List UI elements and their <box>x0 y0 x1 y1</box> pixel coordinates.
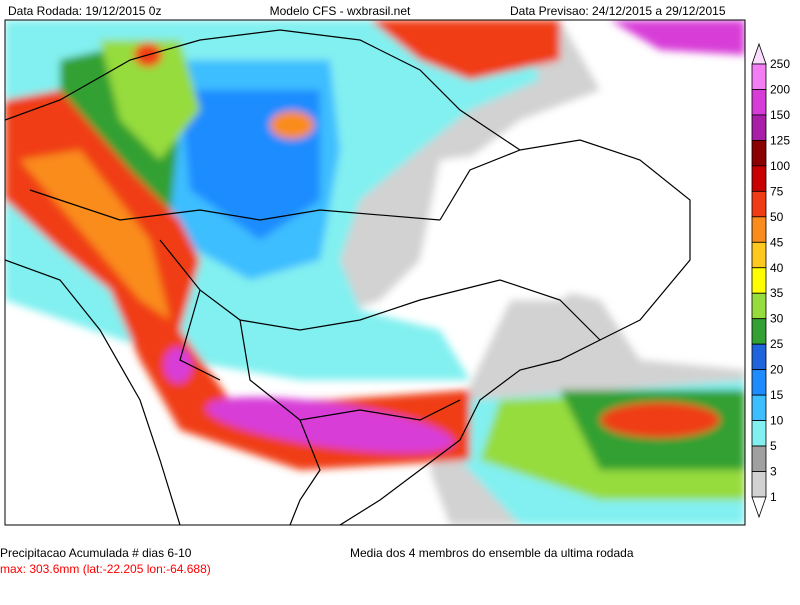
colorbar-label: 30 <box>770 312 784 326</box>
colorbar-label: 10 <box>770 414 784 428</box>
colorbar-label: 15 <box>770 388 784 402</box>
forecast-date: Data Previsao: 24/12/2015 a 29/12/2015 <box>510 4 726 18</box>
colorbar-segment <box>751 114 767 141</box>
colorbar-label: 25 <box>770 337 784 351</box>
colorbar-segment <box>751 190 767 218</box>
colorbar-segment <box>751 267 767 294</box>
colorbar: 250 200 150 125 100 75 50 45 40 35 30 25 20 15 10 5 3 1 <box>751 42 790 519</box>
colorbar-segment <box>751 394 767 421</box>
model-name: Modelo CFS - wxbrasil.net <box>270 4 411 18</box>
colorbar-cap <box>751 496 767 519</box>
colorbar-label: 1 <box>770 490 777 504</box>
colorbar-label: 125 <box>770 133 790 147</box>
colorbar-segment <box>751 471 767 498</box>
precip-areas <box>5 20 745 525</box>
colorbar-segment <box>751 89 767 116</box>
colorbar-segment <box>751 343 767 371</box>
footer-title: Precipitacao Acumulada # dias 6-10 <box>0 546 192 560</box>
colorbar-label: 250 <box>770 57 790 71</box>
colorbar-label: 45 <box>770 235 784 249</box>
colorbar-label: 50 <box>770 210 784 224</box>
colorbar-segment <box>751 216 767 243</box>
colorbar-segment <box>751 318 767 345</box>
colorbar-cap <box>751 42 767 65</box>
colorbar-label: 5 <box>770 439 777 453</box>
colorbar-label: 3 <box>770 465 777 479</box>
footer-note: Media dos 4 membros do ensemble da ultim… <box>350 546 634 560</box>
colorbar-label: 100 <box>770 159 790 173</box>
colorbar-segment <box>751 292 767 320</box>
footer-max: max: 303.6mm (lat:-22.205 lon:-64.688) <box>0 562 211 576</box>
colorbar-segment <box>751 369 767 396</box>
colorbar-segment <box>751 140 767 167</box>
colorbar-segment <box>751 445 767 472</box>
run-date: Data Rodada: 19/12/2015 0z <box>8 4 161 18</box>
colorbar-segment <box>751 165 767 192</box>
borders <box>5 29 691 525</box>
colorbar-segment <box>751 63 767 90</box>
colorbar-segment <box>751 241 767 269</box>
colorbar-label: 40 <box>770 261 784 275</box>
colorbar-label: 75 <box>770 184 784 198</box>
colorbar-label: 200 <box>770 82 790 96</box>
colorbar-label: 35 <box>770 286 784 300</box>
map-frame <box>4 19 746 526</box>
colorbar-label: 150 <box>770 108 790 122</box>
colorbar-label: 20 <box>770 363 784 377</box>
precipitation-field <box>5 20 745 525</box>
colorbar-segment <box>751 420 767 447</box>
